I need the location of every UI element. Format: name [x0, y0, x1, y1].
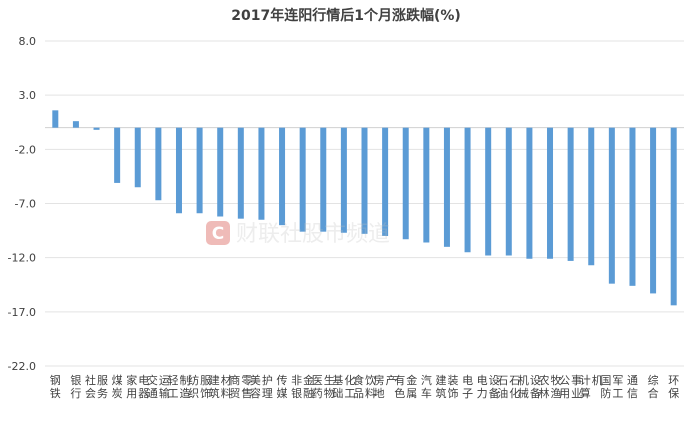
c-logo-icon — [206, 221, 230, 245]
x-tick-label: 建筑材料 — [209, 373, 232, 400]
x-tick-label: 钢铁 — [50, 374, 61, 400]
bar — [505, 127, 512, 256]
x-tick-label: 食品饮料 — [353, 373, 376, 400]
bar — [608, 127, 615, 284]
bar — [629, 127, 636, 286]
x-tick-label: 有色金属 — [394, 373, 417, 400]
bar — [217, 127, 224, 217]
x-tick-label: 石油石化 — [497, 374, 520, 400]
bar — [402, 127, 409, 240]
bar — [340, 127, 347, 233]
y-tick-label: -7.0 — [15, 198, 36, 211]
x-tick-label: 基础化工 — [332, 373, 355, 400]
bar — [485, 127, 492, 256]
x-tick-label: 汽车 — [421, 373, 432, 400]
y-tick-label: -17.0 — [8, 306, 36, 319]
bar — [299, 127, 306, 232]
y-tick-label: -2.0 — [15, 143, 36, 156]
x-tick-label: 公用事业 — [559, 374, 582, 400]
watermark-text: 财联社股市频道 — [236, 222, 390, 247]
x-tick-label: 国防军工 — [600, 374, 623, 400]
bar — [670, 127, 677, 306]
x-axis-labels: 钢铁银行社会服务煤炭家用电器交通运输轻工制造纺织服饰建筑材料商贸零售美容护理传媒… — [50, 373, 679, 400]
svg-text:C: C — [212, 224, 224, 244]
bar — [443, 127, 450, 247]
bar — [464, 127, 471, 253]
x-tick-label: 环保 — [668, 374, 679, 400]
watermark: C 财联社股市频道 — [206, 221, 390, 247]
bar — [196, 127, 203, 214]
bar — [526, 127, 533, 259]
bar — [279, 127, 286, 226]
bar — [588, 127, 595, 266]
bar — [361, 127, 368, 234]
x-tick-label: 传媒 — [277, 374, 288, 400]
chart-title: 2017年连阳行情后1个月涨跌幅(%) — [231, 7, 461, 24]
bar — [567, 127, 574, 261]
bar — [547, 127, 554, 259]
bar — [175, 127, 182, 214]
bar — [52, 110, 59, 128]
bars — [52, 110, 677, 306]
bar — [382, 127, 389, 236]
x-tick-label: 电力设备 — [477, 374, 500, 400]
bar — [258, 127, 265, 220]
bar — [93, 127, 100, 130]
x-tick-label: 商贸零售 — [229, 373, 252, 400]
x-tick-label: 机械设备 — [518, 373, 541, 400]
x-tick-label: 电子 — [462, 374, 473, 400]
y-tick-label: 3.0 — [19, 89, 37, 102]
y-tick-label: -22.0 — [8, 360, 36, 373]
bar — [320, 127, 327, 232]
bar — [237, 127, 244, 219]
bar — [72, 121, 79, 128]
x-tick-label: 银行 — [70, 373, 81, 400]
x-tick-label: 通信 — [627, 374, 638, 400]
x-tick-label: 计算机 — [580, 373, 603, 400]
bar — [650, 127, 657, 294]
x-tick-label: 美容护理 — [250, 373, 273, 400]
x-tick-label: 纺织服饰 — [188, 373, 211, 400]
x-tick-label: 农林牧渔 — [539, 373, 562, 400]
x-tick-label: 综合 — [648, 373, 659, 400]
bar — [134, 127, 141, 188]
y-axis-ticks: 8.0 3.0 -2.0 -7.0 -12.0 -17.0 -22.0 — [8, 35, 36, 373]
y-tick-label: 8.0 — [19, 35, 37, 48]
x-tick-label: 社会服务 — [85, 373, 108, 400]
x-tick-label: 轻工制造 — [167, 373, 190, 400]
bar — [423, 127, 430, 243]
x-tick-label: 房地产 — [374, 373, 397, 400]
x-tick-label: 建筑装饰 — [435, 373, 458, 400]
bar — [114, 127, 121, 183]
x-tick-label: 交通运输 — [147, 373, 170, 400]
x-tick-label: 非银金融 — [291, 373, 314, 400]
x-tick-label: 医药生物 — [312, 373, 335, 400]
bar — [155, 127, 162, 201]
x-tick-label: 家用电器 — [126, 373, 149, 400]
y-tick-label: -12.0 — [8, 252, 36, 265]
x-tick-label: 煤炭 — [112, 374, 123, 400]
